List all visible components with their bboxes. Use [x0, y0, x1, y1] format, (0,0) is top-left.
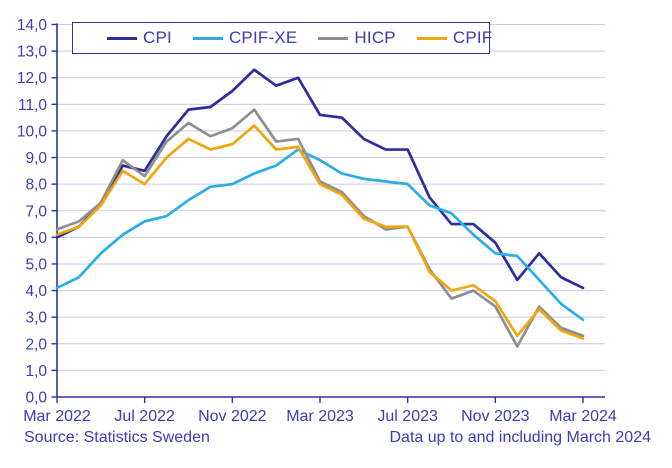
- y-tick-label: 5,0: [25, 256, 47, 273]
- legend-item-hicp: HICP: [318, 28, 396, 48]
- y-tick-label: 2,0: [25, 336, 47, 353]
- series-line-CPIF: [55, 124, 585, 340]
- cpif-xe-line-swatch: [192, 36, 223, 40]
- legend: CPI CPIF-XE HICP CPIF: [72, 22, 493, 54]
- legend-label-cpif-xe: CPIF-XE: [228, 28, 298, 47]
- hicp-line-swatch: [318, 36, 349, 40]
- legend-label-cpif: CPIF: [452, 28, 493, 47]
- y-tick-label: 11,0: [18, 97, 47, 114]
- cpif-line-swatch: [416, 36, 447, 40]
- x-tick-label: Mar 2024: [549, 408, 617, 425]
- cpi-line-swatch: [107, 36, 137, 40]
- y-tick-label: 4,0: [25, 283, 47, 300]
- legend-item-cpif: CPIF: [416, 28, 493, 48]
- series-line-CPIF-XE: [55, 148, 585, 322]
- x-tick-label: Jul 2022: [114, 408, 175, 425]
- y-tick-label: 8,0: [25, 177, 47, 194]
- y-tick-label: 1,0: [25, 363, 47, 380]
- x-tick-label: Mar 2023: [286, 408, 354, 425]
- x-tick-label: Nov 2022: [198, 408, 267, 425]
- source-note: Source: Statistics Sweden: [24, 429, 210, 446]
- y-tick-label: 12,0: [17, 70, 48, 87]
- y-tick-label: 3,0: [25, 310, 47, 327]
- x-tick-label: Nov 2023: [461, 408, 530, 425]
- legend-label-cpi: CPI: [143, 28, 172, 47]
- y-tick-label: 0,0: [25, 390, 47, 407]
- y-tick-label: 6,0: [25, 230, 47, 247]
- series-line-CPI: [55, 68, 585, 290]
- y-tick-label: 9,0: [25, 150, 47, 167]
- legend-item-cpif-xe: CPIF-XE: [192, 28, 298, 48]
- y-tick-label: 14,0: [17, 17, 48, 34]
- y-tick-label: 10,0: [17, 123, 48, 140]
- data-coverage-note: Data up to and including March 2024: [389, 429, 651, 446]
- y-tick-label: 7,0: [25, 203, 47, 220]
- legend-label-hicp: HICP: [354, 28, 396, 47]
- x-tick-label: Jul 2023: [377, 408, 438, 425]
- legend-item-cpi: CPI: [107, 28, 172, 48]
- x-tick-label: Mar 2022: [23, 408, 91, 425]
- y-tick-label: 13,0: [17, 44, 48, 61]
